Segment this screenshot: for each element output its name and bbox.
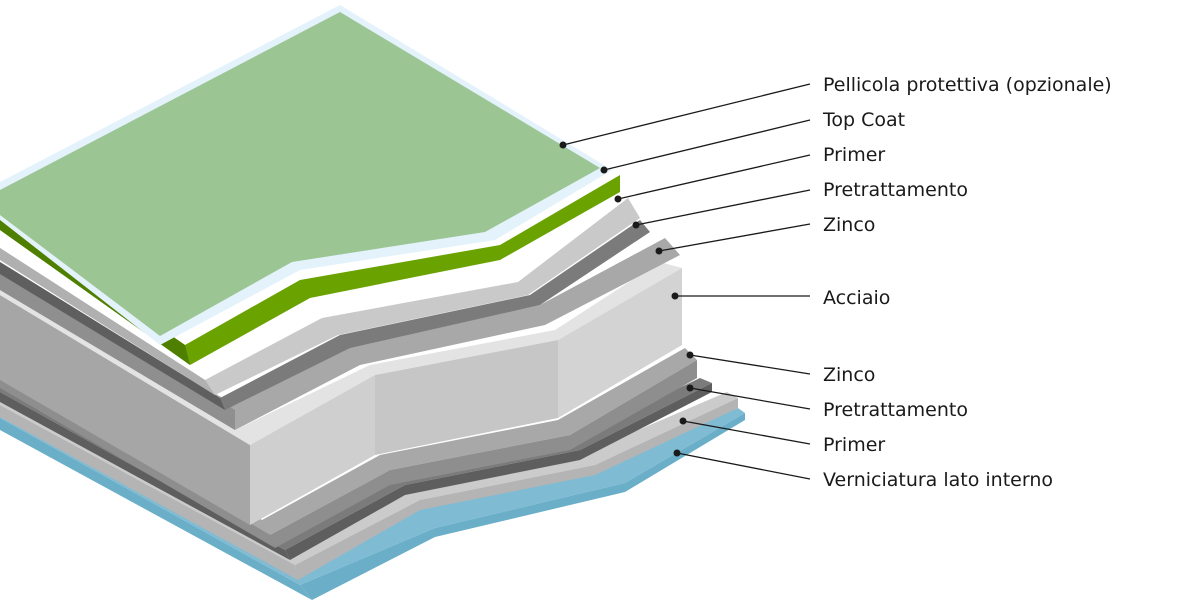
layer-primer-top <box>0 198 640 395</box>
svg-text:Primer: Primer <box>823 144 885 166</box>
svg-text:Primer: Primer <box>823 434 885 456</box>
svg-text:Zinco: Zinco <box>823 364 875 386</box>
label-pretrattamento-top: Pretrattamento <box>632 179 968 229</box>
layer-pellicola <box>0 5 612 345</box>
label-pellicola: Pellicola protettiva (opzionale) <box>559 74 1112 149</box>
label-acciaio: Acciaio <box>671 287 890 309</box>
layer-pretrattamento-top <box>0 220 650 410</box>
label-zinco-top: Zinco <box>655 214 875 255</box>
legend: Pellicola protettiva (opzionale) Top Coa… <box>559 74 1112 491</box>
label-primer-top: Primer <box>614 144 885 203</box>
svg-text:Pellicola protettiva (opzional: Pellicola protettiva (opzionale) <box>823 74 1112 96</box>
label-primer-bottom: Primer <box>679 417 885 456</box>
svg-text:Pretrattamento: Pretrattamento <box>823 179 968 201</box>
svg-text:Pretrattamento: Pretrattamento <box>823 399 968 421</box>
layer-zinco-top <box>0 238 680 430</box>
svg-text:Zinco: Zinco <box>823 214 875 236</box>
svg-text:Verniciatura lato interno: Verniciatura lato interno <box>823 469 1053 491</box>
label-verniciatura: Verniciatura lato interno <box>673 449 1053 491</box>
label-pretrattamento-bottom: Pretrattamento <box>686 384 968 421</box>
label-topcoat: Top Coat <box>600 109 905 174</box>
label-zinco-bottom: Zinco <box>686 351 875 386</box>
svg-text:Top Coat: Top Coat <box>822 109 905 131</box>
svg-text:Acciaio: Acciaio <box>823 287 890 309</box>
layer-acciaio <box>0 262 682 525</box>
